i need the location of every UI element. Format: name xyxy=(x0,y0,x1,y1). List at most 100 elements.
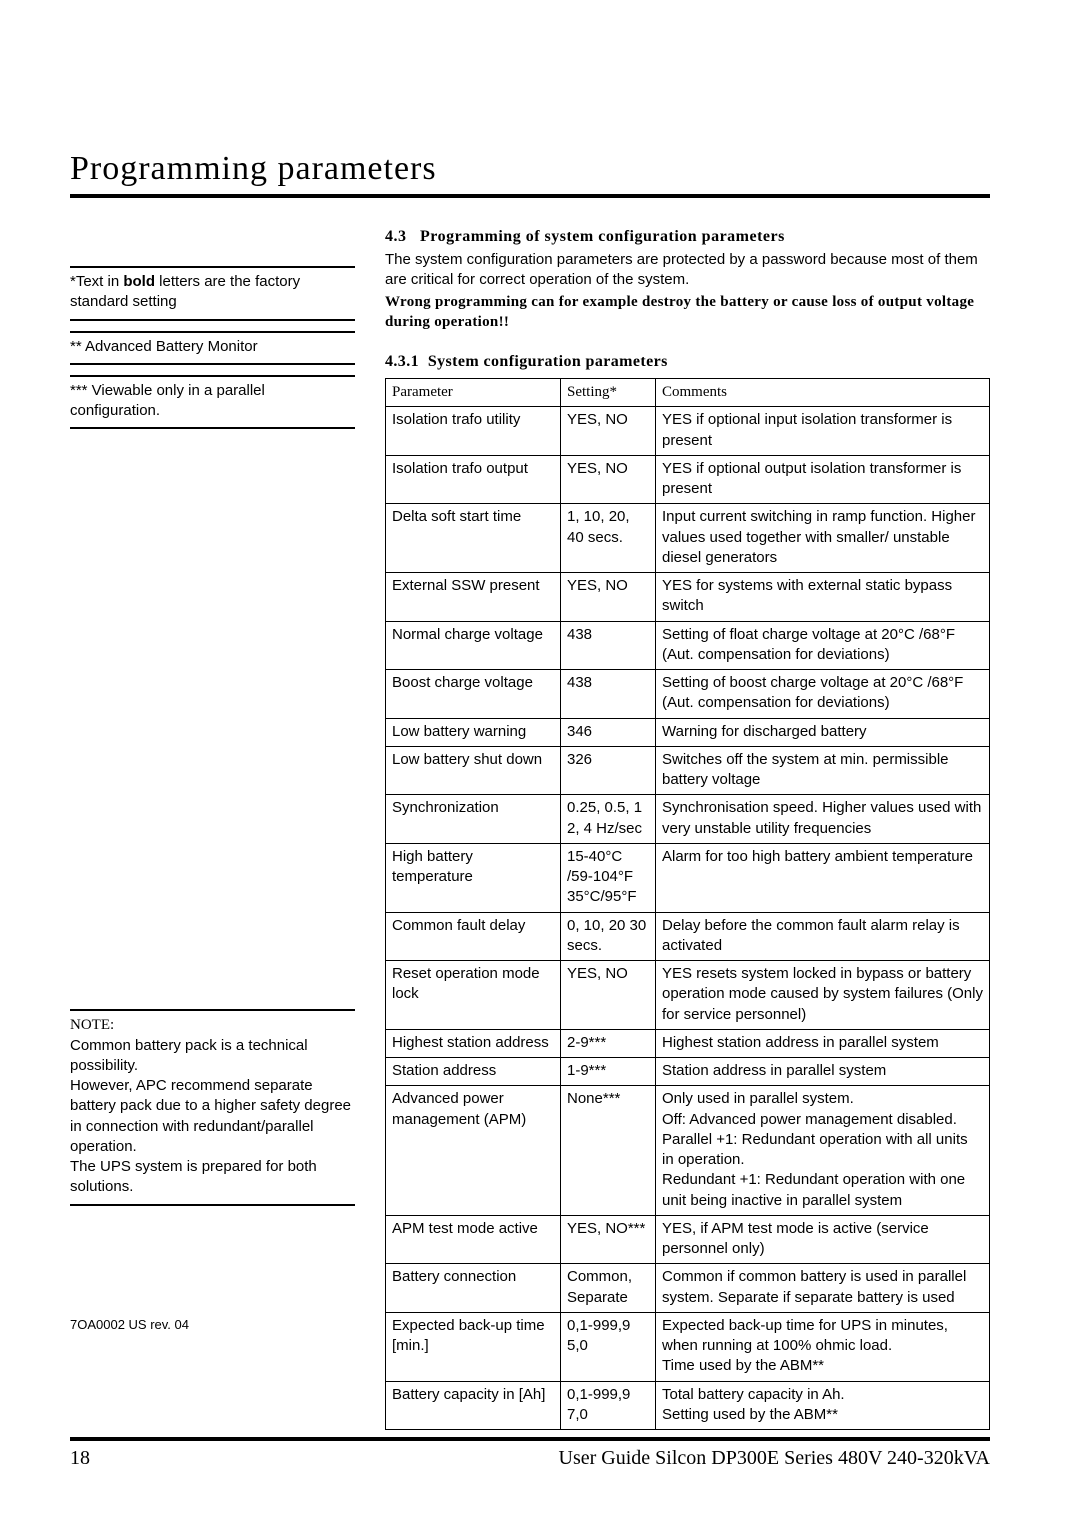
title-rule xyxy=(70,194,990,198)
footer-rule xyxy=(70,1437,990,1441)
note-body: Common battery pack is a technical possi… xyxy=(70,1036,355,1198)
cell-parameter: Advanced power management (APM) xyxy=(386,1086,561,1216)
cell-parameter: Boost charge voltage xyxy=(386,670,561,719)
table-row: High battery temperature15-40°C /59-104°… xyxy=(386,843,990,912)
sidenote-parallel: *** Viewable only in a parallel configur… xyxy=(70,375,355,430)
section-intro: 4.3 Programming of system configuration … xyxy=(385,226,990,333)
intro-p1: The system configuration parameters are … xyxy=(385,250,990,291)
cell-setting: YES, NO xyxy=(561,407,656,456)
th-parameter: Parameter xyxy=(386,379,561,407)
th-comments: Comments xyxy=(656,379,990,407)
cell-parameter: External SSW present xyxy=(386,573,561,622)
cell-setting: YES, NO xyxy=(561,573,656,622)
cell-setting: 326 xyxy=(561,746,656,795)
cell-setting: 0,1-999,9 7,0 xyxy=(561,1381,656,1430)
cell-comments: Alarm for too high battery ambient tempe… xyxy=(656,843,990,912)
intro-warning: Wrong programming can for example destro… xyxy=(385,292,990,333)
cell-comments: Expected back-up time for UPS in minutes… xyxy=(656,1312,990,1381)
cell-parameter: Normal charge voltage xyxy=(386,621,561,670)
sidenote-bold-default: *Text in bold letters are the factory st… xyxy=(70,266,355,321)
cell-comments: Input current switching in ramp function… xyxy=(656,504,990,573)
note-block: NOTE: Common battery pack is a technical… xyxy=(70,1009,355,1205)
table-row: External SSW presentYES, NOYES for syste… xyxy=(386,573,990,622)
cell-parameter: Synchronization xyxy=(386,795,561,844)
cell-setting: 0.25, 0.5, 1 2, 4 Hz/sec xyxy=(561,795,656,844)
table-row: Highest station address2-9***Highest sta… xyxy=(386,1029,990,1057)
footer-title: User Guide Silcon DP300E Series 480V 240… xyxy=(559,1447,990,1470)
cell-setting: 0, 10, 20 30 secs. xyxy=(561,912,656,961)
table-row: Normal charge voltage438Setting of float… xyxy=(386,621,990,670)
table-row: Expected back-up time [min.]0,1-999,9 5,… xyxy=(386,1312,990,1381)
cell-setting: None*** xyxy=(561,1086,656,1216)
revision-code: 7OA0002 US rev. 04 xyxy=(70,1316,355,1334)
cell-setting: YES, NO xyxy=(561,961,656,1030)
table-row: Station address1-9***Station address in … xyxy=(386,1058,990,1086)
cell-parameter: Highest station address xyxy=(386,1029,561,1057)
sidenote-1a: *Text in xyxy=(70,273,123,290)
table-row: Low battery warning346Warning for discha… xyxy=(386,718,990,746)
cell-setting: 2-9*** xyxy=(561,1029,656,1057)
cell-parameter: Low battery warning xyxy=(386,718,561,746)
cell-setting: 0,1-999,9 5,0 xyxy=(561,1312,656,1381)
cell-parameter: APM test mode active xyxy=(386,1215,561,1264)
content-area: *Text in bold letters are the factory st… xyxy=(70,226,990,1430)
cell-comments: YES, if APM test mode is active (service… xyxy=(656,1215,990,1264)
sidenote-1b: bold xyxy=(123,273,155,290)
cell-comments: YES for systems with external static byp… xyxy=(656,573,990,622)
cell-comments: Station address in parallel system xyxy=(656,1058,990,1086)
sidenote-3: *** Viewable only in a parallel configur… xyxy=(70,381,355,422)
cell-comments: Switches off the system at min. permissi… xyxy=(656,746,990,795)
cell-setting: Common, Separate xyxy=(561,1264,656,1313)
parameters-table: Parameter Setting* Comments Isolation tr… xyxy=(385,378,990,1430)
cell-comments: YES resets system locked in bypass or ba… xyxy=(656,961,990,1030)
subsection-heading: System configuration parameters xyxy=(428,353,668,370)
section-num: 4.3 xyxy=(385,228,407,245)
cell-comments: Setting of boost charge voltage at 20°C … xyxy=(656,670,990,719)
cell-parameter: Low battery shut down xyxy=(386,746,561,795)
sidenote-2: ** Advanced Battery Monitor xyxy=(70,337,355,357)
cell-setting: 1-9*** xyxy=(561,1058,656,1086)
table-row: Isolation trafo outputYES, NOYES if opti… xyxy=(386,455,990,504)
section-heading: Programming of system configuration para… xyxy=(420,228,785,245)
note-label: NOTE: xyxy=(70,1017,114,1033)
cell-parameter: Reset operation mode lock xyxy=(386,961,561,1030)
table-row: Delta soft start time1, 10, 20, 40 secs.… xyxy=(386,504,990,573)
table-row: Battery connectionCommon, SeparateCommon… xyxy=(386,1264,990,1313)
table-header-row: Parameter Setting* Comments xyxy=(386,379,990,407)
page-footer: 18 User Guide Silcon DP300E Series 480V … xyxy=(70,1437,990,1470)
table-row: Battery capacity in [Ah]0,1-999,9 7,0Tot… xyxy=(386,1381,990,1430)
cell-setting: 438 xyxy=(561,670,656,719)
cell-setting: 438 xyxy=(561,621,656,670)
page-title: Programming parameters xyxy=(70,150,990,188)
cell-parameter: Battery connection xyxy=(386,1264,561,1313)
table-row: Boost charge voltage438Setting of boost … xyxy=(386,670,990,719)
cell-setting: 15-40°C /59-104°F 35°C/95°F xyxy=(561,843,656,912)
th-setting: Setting* xyxy=(561,379,656,407)
cell-comments: YES if optional output isolation transfo… xyxy=(656,455,990,504)
cell-setting: YES, NO xyxy=(561,455,656,504)
cell-parameter: Station address xyxy=(386,1058,561,1086)
table-row: Common fault delay0, 10, 20 30 secs.Dela… xyxy=(386,912,990,961)
cell-parameter: Expected back-up time [min.] xyxy=(386,1312,561,1381)
cell-comments: Delay before the common fault alarm rela… xyxy=(656,912,990,961)
cell-parameter: High battery temperature xyxy=(386,843,561,912)
cell-comments: Setting of float charge voltage at 20°C … xyxy=(656,621,990,670)
page-number: 18 xyxy=(70,1447,90,1470)
cell-comments: Highest station address in parallel syst… xyxy=(656,1029,990,1057)
cell-setting: 346 xyxy=(561,718,656,746)
cell-parameter: Isolation trafo output xyxy=(386,455,561,504)
cell-parameter: Isolation trafo utility xyxy=(386,407,561,456)
table-row: Advanced power management (APM)None***On… xyxy=(386,1086,990,1216)
cell-parameter: Battery capacity in [Ah] xyxy=(386,1381,561,1430)
table-row: Synchronization0.25, 0.5, 1 2, 4 Hz/secS… xyxy=(386,795,990,844)
cell-comments: Only used in parallel system. Off: Advan… xyxy=(656,1086,990,1216)
cell-setting: YES, NO*** xyxy=(561,1215,656,1264)
table-row: Low battery shut down326Switches off the… xyxy=(386,746,990,795)
subsection-num: 4.3.1 xyxy=(385,353,419,370)
cell-comments: Common if common battery is used in para… xyxy=(656,1264,990,1313)
left-column: *Text in bold letters are the factory st… xyxy=(70,226,355,1430)
cell-comments: Synchronisation speed. Higher values use… xyxy=(656,795,990,844)
cell-comments: Total battery capacity in Ah. Setting us… xyxy=(656,1381,990,1430)
cell-parameter: Delta soft start time xyxy=(386,504,561,573)
sidenote-abm: ** Advanced Battery Monitor xyxy=(70,331,355,365)
